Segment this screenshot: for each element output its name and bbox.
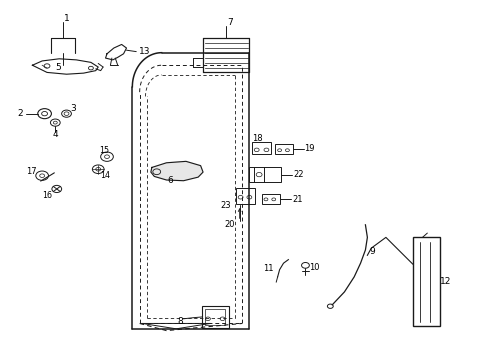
Text: 7: 7 xyxy=(227,18,232,27)
Polygon shape xyxy=(151,161,203,181)
Text: 15: 15 xyxy=(99,146,109,155)
Text: 9: 9 xyxy=(368,247,374,256)
Text: 17: 17 xyxy=(25,167,36,176)
Text: 20: 20 xyxy=(224,220,235,229)
Text: 6: 6 xyxy=(167,176,173,185)
Bar xyxy=(205,309,224,325)
Text: 8: 8 xyxy=(177,317,183,326)
Text: 5: 5 xyxy=(55,63,61,72)
Text: 21: 21 xyxy=(292,195,303,204)
Text: 18: 18 xyxy=(252,134,263,143)
Bar xyxy=(274,144,293,154)
Text: 3: 3 xyxy=(70,104,76,113)
Text: 12: 12 xyxy=(439,277,450,286)
Bar xyxy=(201,306,228,328)
Bar xyxy=(261,194,280,204)
Text: 11: 11 xyxy=(262,265,273,274)
Text: 14: 14 xyxy=(101,171,110,180)
Text: 19: 19 xyxy=(304,144,314,153)
Text: 10: 10 xyxy=(308,264,319,273)
Text: 23: 23 xyxy=(220,201,231,210)
Text: 13: 13 xyxy=(139,47,150,56)
Text: 4: 4 xyxy=(52,130,58,139)
Bar xyxy=(251,141,271,154)
Bar xyxy=(249,167,281,182)
Bar xyxy=(235,188,255,204)
Text: 22: 22 xyxy=(293,170,304,179)
Text: 1: 1 xyxy=(64,14,70,23)
Text: 16: 16 xyxy=(42,190,52,199)
Bar xyxy=(412,237,439,326)
Text: 2: 2 xyxy=(18,109,23,118)
